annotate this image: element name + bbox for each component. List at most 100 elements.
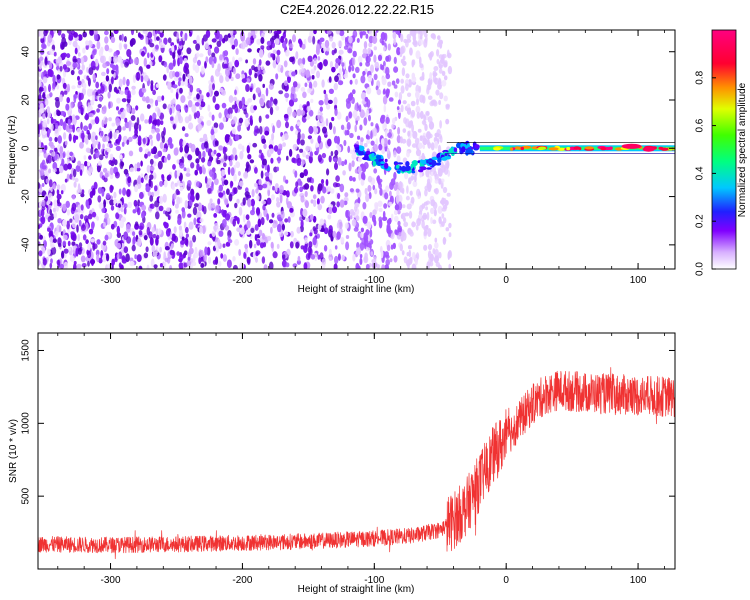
spectrogram-noise-cell [41,199,46,207]
spectrogram-carrier-cell [357,150,364,156]
spectrogram-noise-cell [48,84,51,93]
spectrogram-noise-cell [110,36,116,43]
spectrogram-noise-cell [187,100,193,108]
spectrogram-noise-cell [118,78,123,88]
spectrogram-noise-cell [205,30,211,38]
spectrogram-noise-cell [443,95,448,102]
spectrogram-noise-cell [265,87,269,97]
spectrogram-noise-cell [349,79,353,85]
spectrogram-noise-cell [150,148,155,155]
spectrogram-peak-cell [621,143,642,149]
spectrogram-noise-cell [108,48,113,53]
spectrogram-noise-cell [406,138,412,147]
spectrogram-noise-cell [271,212,275,218]
spectrogram-noise-cell [393,209,398,216]
spectrogram-noise-cell [145,96,150,104]
spectrogram-noise-cell [197,123,203,131]
spectrogram-noise-cell [390,213,394,221]
spectrogram-noise-cell [313,227,318,235]
spectrogram-noise-cell [343,73,349,79]
spectrogram-noise-cell [136,254,142,263]
spectrogram-noise-cell [344,129,348,136]
spectrogram-noise-cell [430,217,433,224]
spectrogram-noise-cell [172,164,176,170]
spectrogram-carrier-cell [453,147,458,153]
spectrogram-noise-cell [259,242,265,249]
spectrogram-noise-cell [351,152,357,160]
spectrogram-noise-cell [254,167,258,174]
spectrogram-noise-cell [66,150,70,159]
spectrogram-noise-cell [80,204,84,211]
spectrogram-noise-cell [183,65,188,74]
spectrogram-noise-cell [448,222,452,229]
spectrogram-noise-cell [422,137,428,146]
spectrogram-noise-cell [418,214,423,220]
snr-frame [37,332,676,570]
spectrogram-noise-cell [213,213,218,218]
spectrogram-noise-cell [81,64,85,71]
spectrogram-noise-cell [424,35,428,44]
spectrogram-noise-cell [105,75,110,82]
spectrogram-noise-cell [285,262,290,268]
spectrogram-noise-cell [67,118,71,126]
spectrogram-noise-cell [364,96,369,102]
spectrogram-noise-cell [52,74,56,84]
spectrogram-noise-cell [46,118,50,125]
spectrogram-noise-cell [275,183,279,189]
spectrogram-noise-cell [416,218,421,226]
spectrogram-noise-cell [135,72,141,81]
spectrogram-noise-cell [331,49,335,56]
spectrogram-noise-cell [90,238,96,243]
spectrogram-noise-cell [183,250,188,256]
spectrogram-noise-cell [73,181,77,188]
spectrogram-noise-cell [163,251,166,260]
spectrogram-noise-cell [173,226,177,234]
spectrogram-noise-cell [321,79,325,88]
spectrogram-noise-cell [38,112,42,118]
spectrogram-noise-cell [172,98,176,105]
spectrogram-noise-cell [276,54,280,64]
spectrogram-noise-cell [229,61,233,68]
spectrogram-noise-cell [167,137,173,145]
spectrogram-noise-cell [57,218,62,224]
spectrogram-noise-cell [395,194,400,204]
spectrogram-noise-cell [437,264,443,269]
spectrogram-noise-cell [178,182,183,187]
spectrogram-noise-cell [352,50,357,58]
spectrogram-noise-cell [268,144,274,150]
spectrogram-carrier-cell [444,153,448,156]
spectrogram-noise-cell [248,68,252,76]
spectrogram-noise-cell [119,219,125,229]
spectrogram-noise-cell [441,213,445,219]
spectrogram-noise-cell [411,263,417,269]
spectrogram-noise-cell [255,87,261,94]
spectrogram-noise-cell [191,261,197,267]
spectrogram-noise-cell [223,210,227,214]
spectrogram-noise-cell [96,40,101,50]
spectrogram-noise-cell [362,215,368,224]
spectrogram-noise-cell [103,116,108,125]
spectrogram-noise-cell [249,239,253,249]
spectrogram-noise-cell [120,264,124,269]
spectrogram-noise-cell [307,55,313,62]
spectrogram-noise-cell [289,241,294,249]
spectrogram-noise-cell [421,203,426,210]
spectrogram-noise-cell [162,103,167,110]
spectrogram-noise-cell [98,96,103,102]
spectrogram-noise-cell [166,207,171,212]
spectrogram-noise-cell [407,92,412,98]
spectrogram-noise-cell [447,65,453,75]
spectrogram-noise-cell [368,114,371,122]
spectrogram-noise-cell [294,170,298,178]
snr-y-label: SNR (10 * v/v) [8,419,19,483]
spectrogram-noise-cell [310,138,314,144]
spectrogram-noise-cell [49,262,53,269]
spectrogram-noise-cell [445,118,450,125]
spectrogram-noise-cell [438,78,442,87]
spectrogram-noise-cell [157,160,163,170]
spectrogram-noise-cell [198,94,204,100]
spectrogram-noise-cell [312,194,317,200]
spectrogram-noise-cell [44,170,50,177]
spectrogram-noise-cell [260,45,265,50]
spectrogram-noise-cell [179,56,183,65]
